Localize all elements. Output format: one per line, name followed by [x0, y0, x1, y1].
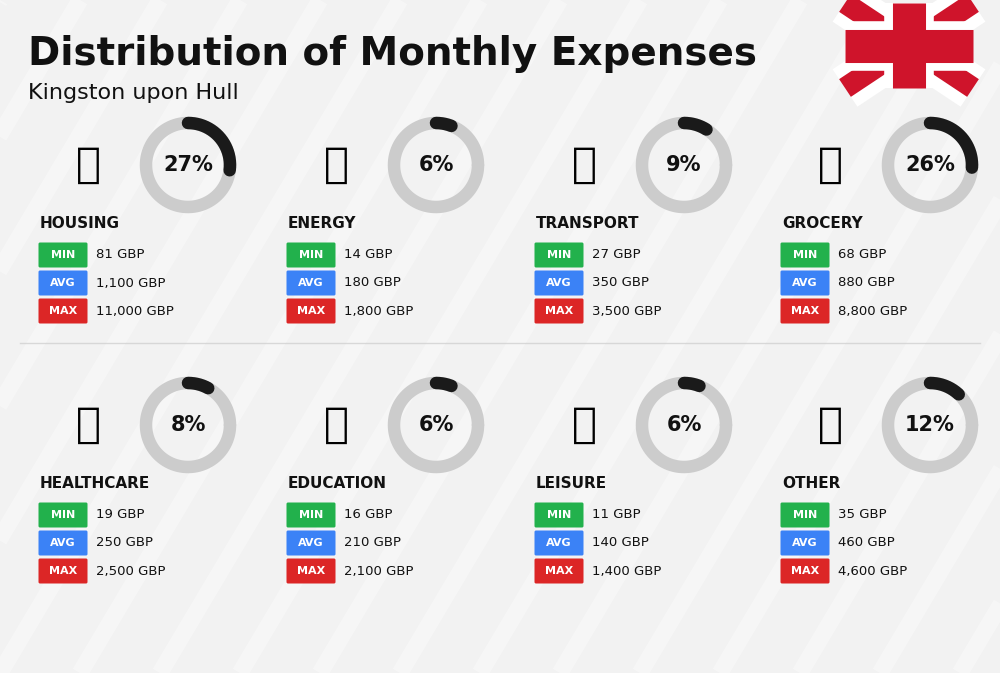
Text: AVG: AVG — [792, 278, 818, 288]
Text: 6%: 6% — [666, 415, 702, 435]
Text: 81 GBP: 81 GBP — [96, 248, 144, 262]
FancyBboxPatch shape — [38, 271, 88, 295]
Text: 1,100 GBP: 1,100 GBP — [96, 277, 166, 289]
Text: MAX: MAX — [545, 566, 573, 576]
Text: 4,600 GBP: 4,600 GBP — [838, 565, 907, 577]
Text: AVG: AVG — [792, 538, 818, 548]
Text: 180 GBP: 180 GBP — [344, 277, 401, 289]
Text: 🚌: 🚌 — [572, 144, 596, 186]
Text: MAX: MAX — [791, 566, 819, 576]
Text: HOUSING: HOUSING — [40, 215, 120, 230]
FancyBboxPatch shape — [534, 559, 584, 583]
Text: MIN: MIN — [547, 510, 571, 520]
Text: MAX: MAX — [545, 306, 573, 316]
Text: 1,800 GBP: 1,800 GBP — [344, 304, 413, 318]
FancyBboxPatch shape — [287, 271, 336, 295]
FancyBboxPatch shape — [38, 299, 88, 324]
Text: 26%: 26% — [905, 155, 955, 175]
Text: 🛒: 🛒 — [818, 144, 842, 186]
Text: 2,500 GBP: 2,500 GBP — [96, 565, 166, 577]
FancyBboxPatch shape — [534, 503, 584, 528]
Text: MAX: MAX — [297, 306, 325, 316]
FancyBboxPatch shape — [780, 559, 830, 583]
Text: 11 GBP: 11 GBP — [592, 509, 641, 522]
Text: 14 GBP: 14 GBP — [344, 248, 392, 262]
Text: TRANSPORT: TRANSPORT — [536, 215, 640, 230]
Text: MIN: MIN — [51, 510, 75, 520]
Text: 19 GBP: 19 GBP — [96, 509, 144, 522]
Text: MIN: MIN — [547, 250, 571, 260]
Text: 🛍: 🛍 — [572, 404, 596, 446]
FancyBboxPatch shape — [287, 559, 336, 583]
Text: MIN: MIN — [299, 250, 323, 260]
FancyBboxPatch shape — [845, 3, 973, 88]
Text: ENERGY: ENERGY — [288, 215, 356, 230]
Text: 880 GBP: 880 GBP — [838, 277, 895, 289]
Text: MIN: MIN — [51, 250, 75, 260]
Text: AVG: AVG — [50, 538, 76, 548]
FancyBboxPatch shape — [780, 530, 830, 555]
FancyBboxPatch shape — [780, 299, 830, 324]
Text: 27%: 27% — [163, 155, 213, 175]
Text: AVG: AVG — [50, 278, 76, 288]
Text: AVG: AVG — [298, 278, 324, 288]
Text: GROCERY: GROCERY — [782, 215, 863, 230]
Text: 👜: 👜 — [818, 404, 842, 446]
FancyBboxPatch shape — [38, 242, 88, 267]
Text: MAX: MAX — [297, 566, 325, 576]
Text: 16 GBP: 16 GBP — [344, 509, 392, 522]
Text: 210 GBP: 210 GBP — [344, 536, 401, 549]
Text: 250 GBP: 250 GBP — [96, 536, 153, 549]
Text: 27 GBP: 27 GBP — [592, 248, 641, 262]
Text: MAX: MAX — [49, 566, 77, 576]
FancyBboxPatch shape — [287, 242, 336, 267]
Text: AVG: AVG — [298, 538, 324, 548]
FancyBboxPatch shape — [780, 503, 830, 528]
Text: 68 GBP: 68 GBP — [838, 248, 886, 262]
Text: 🎓: 🎓 — [324, 404, 349, 446]
Text: 350 GBP: 350 GBP — [592, 277, 649, 289]
Text: 11,000 GBP: 11,000 GBP — [96, 304, 174, 318]
Text: MAX: MAX — [791, 306, 819, 316]
FancyBboxPatch shape — [534, 299, 584, 324]
FancyBboxPatch shape — [534, 530, 584, 555]
Text: 1,400 GBP: 1,400 GBP — [592, 565, 661, 577]
Text: 8,800 GBP: 8,800 GBP — [838, 304, 907, 318]
Text: 460 GBP: 460 GBP — [838, 536, 895, 549]
FancyBboxPatch shape — [534, 242, 584, 267]
Text: 35 GBP: 35 GBP — [838, 509, 887, 522]
Text: MIN: MIN — [299, 510, 323, 520]
Text: 2,100 GBP: 2,100 GBP — [344, 565, 414, 577]
Text: 6%: 6% — [418, 415, 454, 435]
Text: 🔌: 🔌 — [324, 144, 349, 186]
Text: 🏢: 🏢 — [76, 144, 100, 186]
Text: 12%: 12% — [905, 415, 955, 435]
FancyBboxPatch shape — [38, 530, 88, 555]
Text: 9%: 9% — [666, 155, 702, 175]
Text: EDUCATION: EDUCATION — [288, 476, 387, 491]
Text: Kingston upon Hull: Kingston upon Hull — [28, 83, 239, 103]
Text: MIN: MIN — [793, 250, 817, 260]
Text: OTHER: OTHER — [782, 476, 840, 491]
Text: AVG: AVG — [546, 278, 572, 288]
Text: MIN: MIN — [793, 510, 817, 520]
FancyBboxPatch shape — [287, 299, 336, 324]
Text: Distribution of Monthly Expenses: Distribution of Monthly Expenses — [28, 35, 757, 73]
Text: 8%: 8% — [170, 415, 206, 435]
Text: HEALTHCARE: HEALTHCARE — [40, 476, 150, 491]
Text: 6%: 6% — [418, 155, 454, 175]
FancyBboxPatch shape — [780, 242, 830, 267]
FancyBboxPatch shape — [38, 559, 88, 583]
Text: 3,500 GBP: 3,500 GBP — [592, 304, 662, 318]
FancyBboxPatch shape — [287, 530, 336, 555]
Text: 140 GBP: 140 GBP — [592, 536, 649, 549]
FancyBboxPatch shape — [534, 271, 584, 295]
Text: LEISURE: LEISURE — [536, 476, 607, 491]
FancyBboxPatch shape — [38, 503, 88, 528]
FancyBboxPatch shape — [780, 271, 830, 295]
FancyBboxPatch shape — [287, 503, 336, 528]
Text: 🧡: 🧡 — [76, 404, 100, 446]
Text: AVG: AVG — [546, 538, 572, 548]
Text: MAX: MAX — [49, 306, 77, 316]
